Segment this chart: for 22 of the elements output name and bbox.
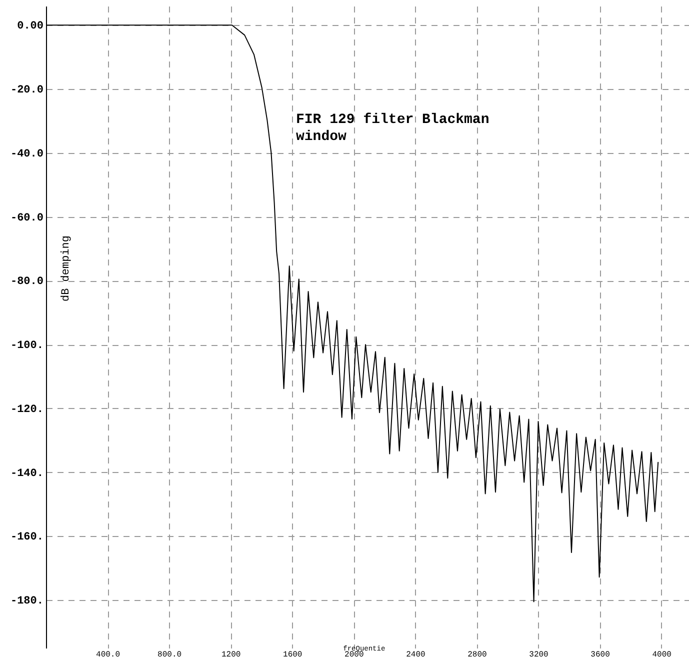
x-tick-label: 3200	[529, 650, 549, 660]
y-tick-label: -100.	[10, 340, 44, 352]
x-tick-label: 1200	[221, 650, 241, 660]
y-tick-label: -140.	[10, 468, 44, 480]
y-tick-label: -80.0	[10, 276, 44, 288]
x-tick-label: 2000	[344, 650, 364, 660]
x-tick-label: 2400	[406, 650, 426, 660]
y-tick-label: -160.	[10, 532, 44, 544]
x-tick-label: 2800	[468, 650, 488, 660]
x-tick-label: 800.0	[158, 650, 182, 660]
x-tick-label: 4000	[652, 650, 672, 660]
x-tick-label: 400.0	[96, 650, 120, 660]
y-tick-label: 0.00	[17, 20, 44, 33]
x-tick-label: 3600	[590, 650, 610, 660]
y-tick-label: -180.	[10, 596, 44, 608]
y-tick-label: -20.0	[10, 84, 44, 97]
y-tick-label: -40.0	[10, 148, 44, 160]
y-tick-label: -60.0	[10, 212, 44, 224]
x-tick-label: 1600	[283, 650, 302, 660]
y-tick-label: -120.	[10, 404, 44, 416]
y-axis-title: dB demping	[60, 235, 72, 302]
annotation: FIR 129 filter Blackman window	[296, 112, 490, 145]
